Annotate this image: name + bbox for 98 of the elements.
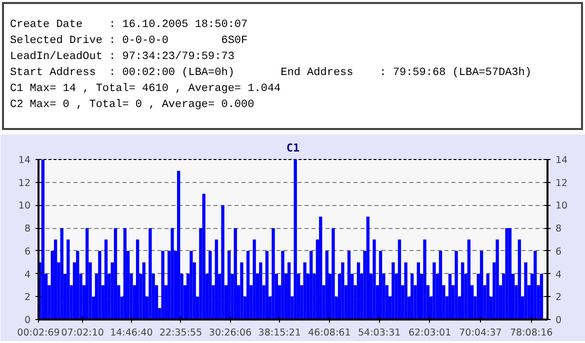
y-tick-label: 10 — [18, 200, 31, 212]
bar — [332, 228, 335, 320]
bar — [378, 250, 382, 320]
bar — [416, 262, 420, 320]
x-tick-label: 07:02:10 — [61, 328, 104, 338]
bar — [123, 228, 127, 320]
bar — [142, 262, 146, 320]
bar — [148, 228, 152, 320]
x-tick-label: 38:15:21 — [258, 328, 301, 338]
bar — [398, 240, 402, 320]
y2-tick-label: 2 — [556, 292, 562, 304]
bar — [366, 216, 370, 320]
bar — [508, 228, 512, 320]
bar — [294, 160, 297, 320]
bar — [114, 228, 118, 320]
bar — [404, 262, 408, 320]
bar — [161, 250, 164, 320]
bar — [41, 160, 44, 320]
text: Selected Drive : 0-0-0-0 6S0F — [10, 34, 249, 48]
bar — [272, 228, 275, 320]
bar — [86, 228, 89, 320]
bar — [287, 262, 291, 320]
y2-tick-label: 8 — [556, 224, 562, 235]
bar — [240, 262, 244, 320]
bar — [347, 250, 351, 320]
bar — [66, 240, 70, 320]
bar — [246, 250, 250, 320]
bar — [234, 228, 237, 320]
bar — [432, 262, 436, 320]
bar — [480, 250, 484, 320]
y-tick-label: 4 — [24, 269, 31, 280]
x-tick-label: 54:03:31 — [358, 328, 401, 338]
text: Create Date : 16.10.2005 18:50:07 — [10, 18, 249, 32]
text: C2 Max= 0 , Total= 0 , Average= 0.000 — [10, 98, 256, 112]
x-tick-label: 30:26:06 — [208, 328, 252, 338]
x-tick-label: 46:08:61 — [308, 328, 351, 338]
y2-tick-label: 0 — [556, 315, 562, 326]
bar — [467, 240, 470, 320]
bar — [310, 250, 313, 320]
bar — [372, 240, 376, 320]
bar — [423, 240, 426, 320]
bar — [208, 250, 212, 320]
y-tick-label: 2 — [24, 292, 31, 304]
bar — [252, 240, 256, 320]
bar — [60, 228, 64, 320]
bar — [486, 274, 490, 320]
x-tick-label: 62:03:01 — [408, 328, 452, 338]
bar — [392, 262, 395, 320]
bar — [518, 240, 521, 320]
bar — [214, 240, 218, 320]
bar — [303, 262, 306, 320]
bar — [438, 250, 442, 320]
bar — [228, 250, 231, 320]
y-tick-label: 12 — [18, 178, 31, 189]
bar — [104, 240, 108, 320]
bar — [177, 170, 180, 320]
bar — [410, 274, 414, 320]
bar — [448, 274, 452, 320]
bar — [76, 250, 80, 320]
y-tick-label: 8 — [24, 224, 31, 235]
bar — [540, 274, 544, 320]
bar — [325, 250, 328, 320]
text: Start Address : 00:02:00 (LBA=0h) End Address : 79:59:68 (LBA=57DA3h) — [10, 66, 532, 80]
y2-tick-label: 10 — [556, 200, 568, 212]
y2-tick-label: 12 — [556, 178, 568, 189]
chart-title: C1 — [286, 142, 300, 154]
x-tick-label: 70:04:37 — [459, 328, 502, 338]
text: C1 Max= 14 , Total= 4610 , Average= 1.044 — [10, 82, 282, 96]
x-tick-label: 78:08:16 — [510, 328, 553, 338]
bar — [170, 228, 174, 320]
bar — [461, 262, 464, 320]
text: LeadIn/LeadOut : 97:34:23/79:59:73 — [10, 50, 236, 64]
x-tick-label: 22:35:55 — [159, 328, 202, 338]
x-tick-label: 00:02:69 — [17, 328, 60, 338]
bar — [190, 250, 193, 320]
bar — [454, 250, 458, 320]
bar — [534, 250, 537, 320]
y2-tick-label: 4 — [556, 269, 562, 280]
y-tick-label: 14 — [18, 155, 31, 166]
bar — [281, 250, 284, 320]
bar — [136, 240, 140, 320]
y-tick-label: 0 — [24, 315, 31, 326]
y2-tick-label: 14 — [556, 155, 568, 166]
bar — [54, 240, 58, 320]
bar — [265, 250, 269, 320]
bar — [98, 250, 102, 320]
bar — [505, 228, 508, 320]
x-tick-label: 14:46:40 — [110, 328, 153, 338]
bar — [319, 216, 322, 320]
y2-tick-label: 6 — [556, 246, 562, 258]
bar — [496, 240, 499, 320]
bar — [259, 262, 262, 320]
bar — [341, 262, 344, 320]
bar — [202, 194, 206, 320]
bar — [221, 205, 224, 320]
y-tick-label: 6 — [24, 246, 31, 258]
bar — [524, 262, 528, 320]
bar — [356, 262, 360, 320]
